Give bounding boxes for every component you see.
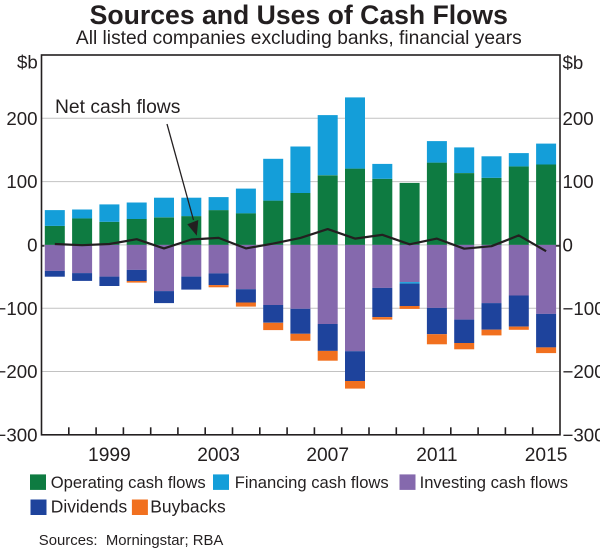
svg-text:100: 100: [563, 171, 594, 192]
svg-text:Buybacks: Buybacks: [150, 497, 226, 517]
svg-text:Dividends: Dividends: [51, 497, 128, 517]
svg-text:200: 200: [563, 108, 594, 129]
svg-text:$b: $b: [17, 52, 38, 73]
svg-text:200: 200: [6, 108, 37, 129]
svg-text:Net cash flows: Net cash flows: [55, 97, 180, 118]
svg-text:Financing cash flows: Financing cash flows: [235, 473, 389, 492]
svg-text:−200: −200: [0, 361, 38, 382]
svg-text:2003: 2003: [197, 445, 240, 466]
svg-text:−300: −300: [563, 424, 600, 445]
svg-text:All listed companies excluding: All listed companies excluding banks, fi…: [76, 28, 522, 49]
svg-text:Sources and Uses of Cash Flows: Sources and Uses of Cash Flows: [90, 0, 508, 30]
svg-text:0: 0: [27, 235, 37, 256]
svg-text:Operating cash flows: Operating cash flows: [51, 473, 206, 492]
svg-text:$b: $b: [563, 52, 584, 73]
svg-text:−100: −100: [563, 298, 600, 319]
svg-text:2007: 2007: [306, 445, 349, 466]
svg-text:Sources: Morningstar; RBA: Sources: Morningstar; RBA: [39, 533, 224, 549]
svg-text:−300: −300: [0, 424, 38, 445]
svg-text:0: 0: [563, 235, 573, 256]
svg-text:−200: −200: [563, 361, 600, 382]
svg-text:2015: 2015: [525, 445, 568, 466]
svg-text:1999: 1999: [88, 445, 131, 466]
svg-text:2011: 2011: [416, 445, 457, 466]
svg-text:−100: −100: [0, 298, 38, 319]
svg-text:Investing cash flows: Investing cash flows: [420, 473, 568, 492]
svg-text:100: 100: [6, 171, 37, 192]
